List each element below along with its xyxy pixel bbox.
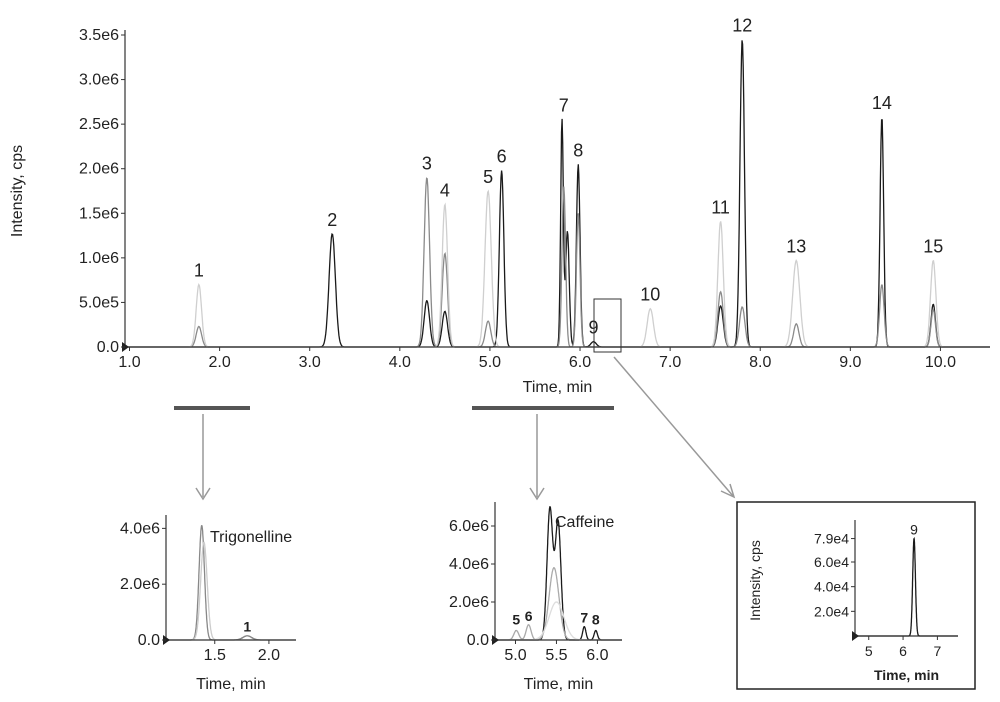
compound-annotation: Caffeine [555, 514, 614, 531]
peak-label: 13 [786, 237, 806, 257]
peak-label: 8 [573, 140, 583, 160]
y-tick-label: 2.0e6 [120, 576, 160, 593]
peak-label: 7 [580, 610, 588, 626]
x-tick-label: 5.5 [545, 647, 567, 664]
x-tick-label: 6.0 [586, 647, 608, 664]
inset-trigonelline: 1.5 2.0 0.0 2.0e6 4.0e6 Time, min 1 Trigonellin… [120, 515, 296, 693]
x-tick-label: 6.0 [569, 354, 591, 371]
series-line-2 [125, 177, 990, 348]
y-tick-label: 6.0e4 [814, 554, 849, 570]
x-axis-label: Time, min [874, 667, 939, 683]
y-tick-label: 0.0 [97, 339, 119, 356]
axis-origin-marker [122, 342, 129, 352]
x-tick-label: 4.0 [389, 354, 411, 371]
arrow-trigonelline-head [195, 487, 211, 501]
y-tick-label: 6.0e6 [449, 518, 489, 535]
axis-origin-marker [492, 635, 499, 645]
x-tick-label: 9.0 [839, 354, 861, 371]
x-tick-label: 10.0 [925, 354, 956, 371]
y-tick-label: 4.0e6 [449, 556, 489, 573]
y-tick-label: 0.0 [138, 632, 160, 649]
peak-label: 8 [592, 612, 600, 628]
y-tick-label: 1.5e6 [79, 205, 119, 222]
x-tick-label: 2.0 [208, 354, 230, 371]
arrow-peak-9-head [720, 483, 736, 499]
x-tick-label: 1.5 [204, 647, 226, 664]
peak-label: 1 [243, 619, 251, 635]
y-axis-label: Intensity, cps [747, 540, 763, 621]
arrow-peak-9 [613, 356, 734, 497]
compound-annotation: Trigonelline [210, 529, 292, 546]
peak-label: 6 [497, 146, 507, 166]
series-line-2 [166, 541, 296, 641]
y-axis-label: Intensity, cps [9, 145, 26, 237]
peak-label: 12 [732, 15, 752, 35]
inset-peak-9: 5 6 7 2.0e4 4.0e4 6.0e4 7.9e4 Time, min Intensit… [747, 520, 958, 683]
x-tick-label: 1.0 [118, 354, 140, 371]
x-tick-label: 8.0 [749, 354, 771, 371]
x-tick-label: 2.0 [258, 647, 280, 664]
x-axis-label: Time, min [523, 379, 593, 396]
x-axis-label: Time, min [524, 676, 594, 693]
peak-label: 11 [711, 197, 730, 217]
series-line-3 [125, 189, 990, 348]
y-tick-label: 3.0e6 [79, 72, 119, 89]
x-tick-label: 3.0 [299, 354, 321, 371]
y-tick-label: 7.9e4 [814, 531, 849, 547]
main-chromatogram: 1.0 2.0 3.0 4.0 5.0 6.0 7.0 8.0 9.0 10.0 0.0 5.0e5 1… [9, 15, 990, 396]
y-tick-label: 2.0e6 [79, 161, 119, 178]
peak-label: 9 [910, 522, 918, 538]
x-tick-label: 6 [899, 643, 907, 659]
peak-label: 3 [422, 154, 432, 174]
axis-origin-marker [852, 631, 859, 641]
peak-label: 5 [512, 612, 520, 628]
y-tick-label: 0.0 [467, 632, 489, 649]
peak-label: 15 [923, 237, 943, 257]
inset-peak-9-frame [736, 501, 976, 690]
peak-label: 6 [525, 608, 533, 624]
x-tick-label: 5.0 [479, 354, 501, 371]
peak-label: 10 [640, 285, 660, 305]
x-tick-label: 7 [934, 643, 942, 659]
arrow-caffeine-head [529, 487, 545, 501]
y-tick-label: 2.0e6 [449, 594, 489, 611]
y-tick-label: 5.0e5 [79, 294, 119, 311]
inset-caffeine: 5.0 5.5 6.0 0.0 2.0e6 4.0e6 6.0e6 Time, min 5 6 7 8… [449, 502, 622, 693]
axis-origin-marker [163, 635, 170, 645]
y-tick-label: 2.0e4 [814, 603, 849, 619]
y-tick-label: 1.0e6 [79, 250, 119, 267]
peak-label: 5 [483, 167, 493, 187]
peak-label: 14 [872, 93, 892, 113]
y-tick-label: 4.0e4 [814, 579, 849, 595]
zoom-box-peak-9 [593, 298, 622, 353]
x-tick-label: 5 [865, 643, 873, 659]
series-line-1 [855, 537, 958, 637]
y-tick-label: 4.0e6 [120, 520, 160, 537]
peak-label: 2 [327, 210, 337, 230]
peak-label: 7 [559, 96, 569, 116]
y-tick-label: 3.5e6 [79, 27, 119, 44]
peak-label: 4 [440, 180, 450, 200]
y-tick-label: 2.5e6 [79, 116, 119, 133]
connectors [174, 298, 976, 690]
series-line-1 [125, 40, 990, 348]
x-tick-label: 5.0 [504, 647, 526, 664]
x-axis-label: Time, min [196, 676, 266, 693]
peak-label: 1 [194, 261, 204, 281]
x-tick-label: 7.0 [659, 354, 681, 371]
